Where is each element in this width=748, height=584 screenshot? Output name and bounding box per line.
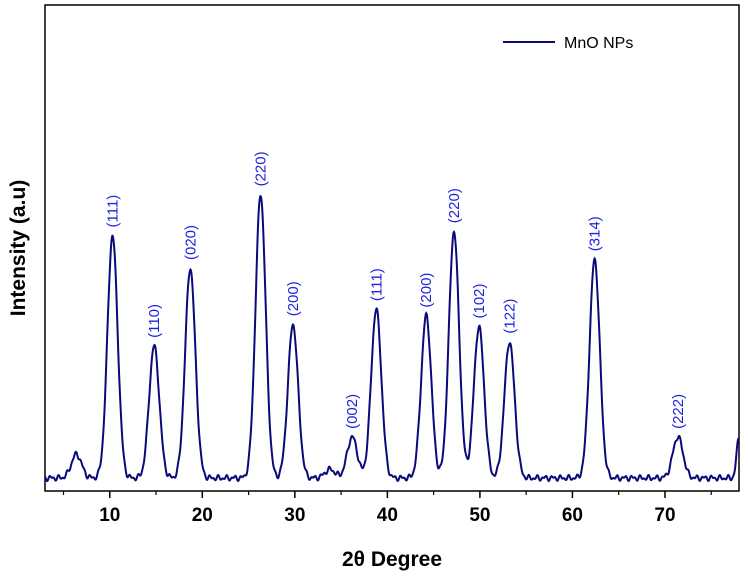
x-tick-label: 50: [469, 505, 490, 526]
x-tick-label: 40: [377, 505, 398, 526]
peak-label: (220): [253, 151, 270, 186]
legend-label: MnO NPs: [564, 35, 633, 52]
peak-label: (111): [105, 195, 122, 228]
peak-label: (122): [502, 299, 519, 334]
x-tick-label: 30: [284, 505, 305, 526]
peak-label: (200): [285, 281, 302, 316]
y-axis-title: Intensity (a.u): [7, 180, 30, 317]
x-tick-label: 10: [99, 505, 120, 526]
peak-labels: (111) (110) (020) (220) (200) (002) (111) (200)…: [105, 151, 687, 429]
legend: MnO NPs: [503, 35, 633, 52]
plot-frame: [44, 4, 740, 492]
x-axis: 10 20 30 40 50 60 70: [62, 491, 712, 526]
series-line-mno-nps: [44, 194, 740, 483]
x-axis-title: 2θ Degree: [342, 548, 442, 571]
peak-label: (102): [471, 283, 488, 318]
peak-label: (220): [446, 188, 463, 223]
peak-label: (200): [418, 273, 435, 308]
peak-label: (314): [587, 216, 604, 251]
peak-label: (222): [670, 394, 687, 429]
peak-label: (111): [368, 268, 385, 301]
x-tick-label: 60: [562, 505, 583, 526]
x-tick-label: 70: [654, 505, 675, 526]
peak-label: (020): [182, 225, 199, 260]
peak-label: (110): [146, 304, 163, 338]
peak-label: (002): [344, 394, 361, 429]
x-tick-label: 20: [192, 505, 213, 526]
